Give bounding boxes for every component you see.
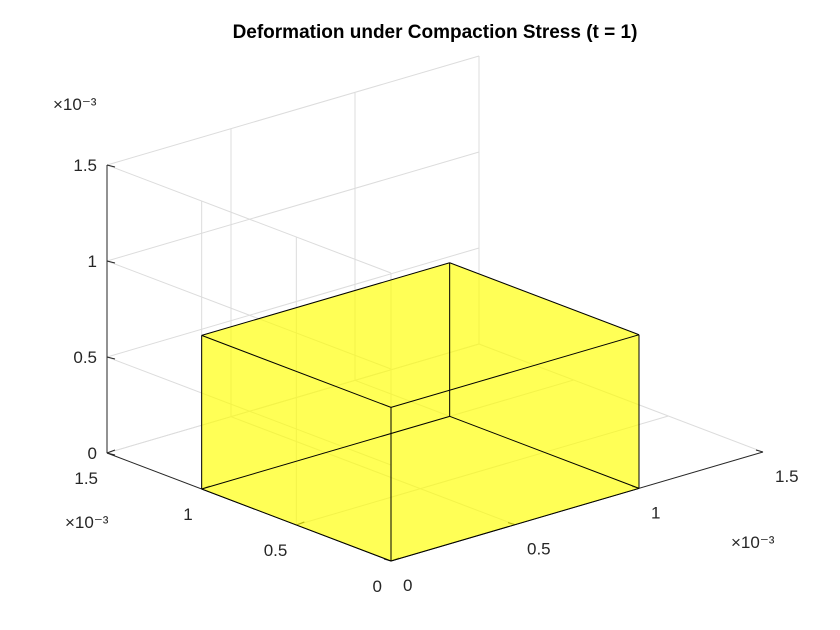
y-exponent-label: ×10⁻³	[65, 513, 109, 532]
grid-line-floor-x-1	[230, 416, 516, 526]
z-exponent-label: ×10⁻³	[53, 95, 97, 114]
grid-line-yz-z-3	[106, 164, 392, 274]
box-edge-1	[449, 415, 640, 489]
grid-line-yz-z-2	[106, 260, 392, 370]
box-edge-4	[390, 334, 640, 408]
grid-line-xz-z-1	[106, 247, 480, 358]
z-tick-mark-1	[106, 356, 116, 360]
x-exponent-label: ×10⁻³	[731, 533, 775, 552]
z-tick-label-1: 0.5	[73, 348, 97, 367]
box-face-bottom	[201, 416, 639, 561]
z-tick-mark-3	[106, 164, 116, 168]
deformed-box	[201, 262, 640, 562]
y-tick-label-1: 0.5	[264, 541, 288, 560]
box-edge-3	[201, 488, 392, 562]
box-edge-6	[201, 262, 450, 336]
y-tick-label-2: 1	[183, 505, 192, 524]
y-tick-mark-1	[296, 521, 305, 526]
box-edge-0	[390, 487, 640, 562]
tick-labels: ×10⁻³ ×10⁻³ ×10⁻³ 0 0.5 1 1.5 0 0.5 1 1.5 0 0.5 1 1…	[53, 95, 799, 596]
box-face-back-x	[201, 335, 391, 561]
z-tick-mark-2	[106, 260, 116, 264]
z-tick-label-0: 0	[88, 444, 97, 463]
box-edge-5	[449, 262, 640, 336]
y-tick-label-3: 1.5	[74, 469, 98, 488]
z-tick-label-3: 1.5	[73, 156, 97, 175]
grid-line-xz-z-3	[106, 55, 480, 166]
y-tick-label-0: 0	[373, 577, 382, 596]
x-tick-mark-3	[755, 449, 764, 453]
grid-line-floor-y-3	[106, 343, 480, 454]
grid-line-xz-z-2	[106, 151, 480, 262]
x-tick-label-3: 1.5	[775, 467, 799, 486]
z-tick-label-2: 1	[88, 252, 97, 271]
x-tick-label-1: 0.5	[527, 540, 551, 559]
grid-line-floor-x-3	[478, 343, 764, 453]
box-face-front-x	[449, 262, 639, 489]
x-tick-mark-1	[507, 522, 516, 526]
box-edge-7	[201, 334, 392, 408]
box-edge-2	[201, 415, 450, 490]
chart-title: Deformation under Compaction Stress (t =…	[233, 22, 638, 43]
y-tick-mark-3	[106, 449, 116, 454]
box-face-back-y	[201, 262, 450, 489]
box-face-front-y	[391, 334, 639, 561]
x-tick-label-2: 1	[651, 503, 660, 522]
box-face-top	[201, 262, 639, 408]
grid-line-floor-y-1	[296, 415, 669, 526]
z-tick-mark-0	[106, 452, 116, 456]
x-tick-label-0: 0	[403, 576, 412, 595]
